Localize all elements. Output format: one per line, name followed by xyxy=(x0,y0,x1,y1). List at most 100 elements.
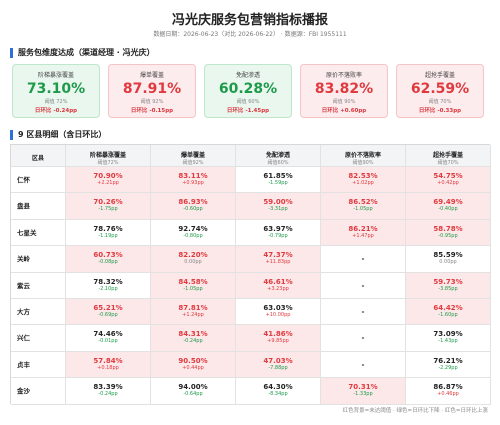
cell-delta: -0.79pp xyxy=(268,232,288,239)
cell-value: 73.09% xyxy=(433,330,463,339)
card-name: 原价不落败率 xyxy=(325,72,362,79)
row-name: 大方 xyxy=(11,299,66,326)
cell-value: 47.03% xyxy=(263,356,293,365)
cell-value: 58.78% xyxy=(433,224,463,233)
cell-value: 65.21% xyxy=(93,304,123,312)
card-delta: 日环比 +0.60pp xyxy=(321,108,367,114)
cell-delta: -1.05pp xyxy=(183,285,203,292)
cell-delta: -0.08pp xyxy=(98,259,118,266)
table-cell: 83.39% -0.24pp xyxy=(66,378,151,405)
card-value: 83.82% xyxy=(314,81,374,97)
cell-delta: +9.85pp xyxy=(267,338,289,345)
cell-value: 83.11% xyxy=(178,172,208,180)
card-threshold: 阈值 72% xyxy=(44,99,68,105)
column-name: 超抢手覆盖 xyxy=(432,152,463,159)
table-cell: - xyxy=(321,246,406,273)
card-delta: 日环比 -0.24pp xyxy=(34,108,78,114)
subtitle: 数据日期：2026-06-23（对比 2026-06-22） · 数据源：FBI… xyxy=(153,31,347,38)
cell-delta: +0.42pp xyxy=(437,180,459,186)
cell-delta: -0.40pp xyxy=(438,206,458,213)
table-cell: 94.00% -0.64pp xyxy=(151,378,236,405)
cell-value: 63.03% xyxy=(263,304,293,312)
cell-value: 90.50% xyxy=(178,356,208,365)
cell-delta: 0.00pp xyxy=(184,259,202,266)
row-name: 仁怀 xyxy=(11,167,66,194)
cell-value: 78.32% xyxy=(93,277,123,286)
column-header: 免配渗透 阈值60% xyxy=(236,145,321,167)
cell-value: - xyxy=(361,308,365,316)
table-cell: 82.53% +1.02pp xyxy=(321,167,406,194)
cell-value: 74.46% xyxy=(93,330,123,339)
cell-delta: -1.33pp xyxy=(353,391,373,398)
cell-value: 84.31% xyxy=(178,330,208,339)
cell-delta: -0.24pp xyxy=(98,391,118,398)
cell-delta: -3.31pp xyxy=(268,206,288,213)
cell-value: 83.39% xyxy=(93,383,123,392)
cell-value: 59.00% xyxy=(263,198,293,207)
card-name: 超抢手覆盖 xyxy=(424,72,455,79)
cell-value: 82.20% xyxy=(178,251,208,260)
card-delta: 日环比 -1.45pp xyxy=(226,108,270,114)
detail-table: 区县 阶梯暴涨覆盖 阈值72% 爆单覆盖 阈值92% 免配渗透 阈值60% 原价不落败率 阈值9… xyxy=(10,144,491,405)
column-threshold: 阈值92% xyxy=(182,160,204,166)
cell-delta: +10.00pp xyxy=(265,312,291,318)
cell-delta: -1.43pp xyxy=(438,338,458,345)
cell-delta: -1.59pp xyxy=(268,180,288,186)
table-cell: 59.73% -3.85pp xyxy=(406,272,491,299)
table-cell: 65.21% -0.69pp xyxy=(66,299,151,326)
cell-delta: +1.24pp xyxy=(182,312,204,318)
cell-delta: -2.10pp xyxy=(98,285,118,292)
cell-value: 94.00% xyxy=(178,383,208,392)
table-cell: 86.52% -1.05pp xyxy=(321,193,406,220)
cell-delta: +3.23pp xyxy=(267,285,289,292)
cell-value: 82.53% xyxy=(348,172,378,180)
cell-delta: +0.44pp xyxy=(182,364,204,371)
card-threshold: 阈值 92% xyxy=(140,99,164,105)
table-cell: 76.21% -2.29pp xyxy=(406,351,491,379)
cell-value: 86.93% xyxy=(178,198,208,207)
cell-delta: -1.19pp xyxy=(98,232,118,239)
cell-value: 46.61% xyxy=(263,277,293,286)
table-cell: 70.31% -1.33pp xyxy=(321,378,406,405)
column-threshold: 阈值72% xyxy=(97,160,119,166)
card-value: 87.91% xyxy=(122,81,182,97)
cell-value: 86.52% xyxy=(348,198,378,207)
column-header: 原价不落败率 阈值90% xyxy=(321,145,406,167)
table-cell: 47.03% -7.88pp xyxy=(236,351,321,379)
footer: 红色背景=未达阈值 · 绿色=日环比下降 · 红色=日环比上涨 xyxy=(342,408,488,414)
table-cell: 86.87% +0.46pp xyxy=(406,378,491,405)
table-cell: 83.11% +0.93pp xyxy=(151,167,236,194)
cell-value: 57.84% xyxy=(93,356,123,365)
cell-delta: +1.02pp xyxy=(352,180,374,186)
cell-value: - xyxy=(361,360,365,369)
cell-delta: -0.64pp xyxy=(183,391,203,398)
table-cell: 90.50% +0.44pp xyxy=(151,351,236,379)
cell-value: 70.31% xyxy=(348,383,378,392)
cell-value: 78.76% xyxy=(93,224,123,233)
table-cell: - xyxy=(321,351,406,379)
table-cell: 84.31% -0.24pp xyxy=(151,325,236,352)
table-cell: 63.97% -0.79pp xyxy=(236,219,321,247)
cell-value: 87.81% xyxy=(178,304,208,312)
table-cell: - xyxy=(321,325,406,352)
metric-card: 爆单覆盖 87.91% 阈值 92% 日环比 -0.15pp xyxy=(108,64,196,118)
cell-delta: +11.83pp xyxy=(265,259,291,266)
row-name: 紫云 xyxy=(11,272,66,299)
column-header: 超抢手覆盖 阈值70% xyxy=(406,145,491,167)
cell-value: 70.26% xyxy=(93,198,123,207)
cell-value: 64.42% xyxy=(433,304,463,312)
table-cell: - xyxy=(321,272,406,299)
cell-value: 85.59% xyxy=(433,251,463,260)
metric-card: 阶梯暴涨覆盖 73.10% 阈值 72% 日环比 -0.24pp xyxy=(12,64,100,118)
column-header: 爆单覆盖 阈值92% xyxy=(151,145,236,167)
section-title: 服务包维度达成（渠道经理 · 冯光庆） xyxy=(10,48,155,58)
card-threshold: 阈值 60% xyxy=(236,99,260,105)
table-cell: 46.61% +3.23pp xyxy=(236,272,321,299)
card-value: 60.28% xyxy=(218,81,278,97)
card-name: 阶梯暴涨覆盖 xyxy=(37,72,74,79)
cell-delta: -2.29pp xyxy=(438,364,458,371)
cell-delta: -3.85pp xyxy=(438,285,458,292)
cell-delta: -0.60pp xyxy=(183,206,203,213)
table-cell: 70.90% +2.21pp xyxy=(66,167,151,194)
table-cell: 92.74% -0.80pp xyxy=(151,219,236,247)
